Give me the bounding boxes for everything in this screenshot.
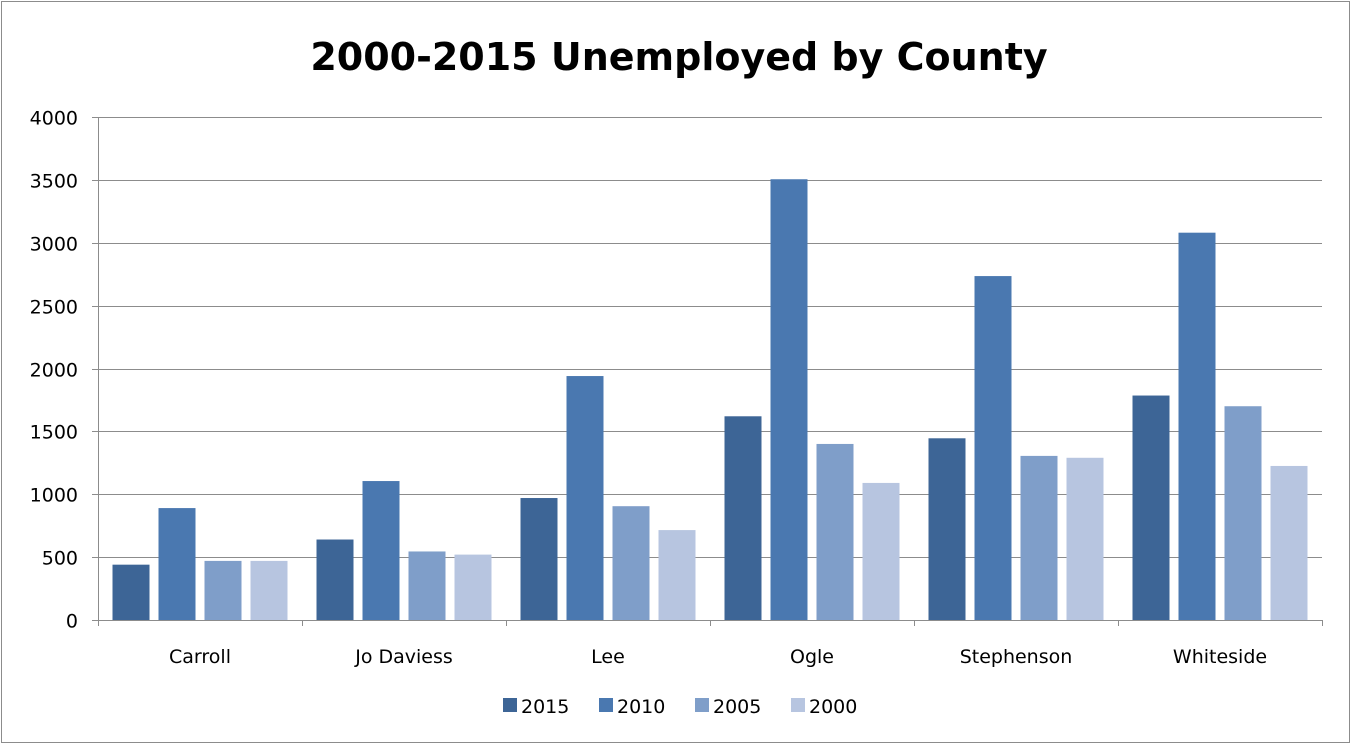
legend-label: 2000: [809, 696, 857, 718]
bar-stephenson-2000: [1066, 457, 1104, 620]
bar-whiteside-2005: [1224, 406, 1262, 620]
bar-carroll-2005: [204, 560, 242, 620]
bar-jo-daviess-2015: [316, 539, 354, 620]
x-tick-label: Whiteside: [1173, 646, 1267, 668]
bar-whiteside-2000: [1270, 465, 1308, 620]
legend: 2015 2010 2005 2000: [503, 696, 857, 718]
y-tick-label: 1500: [30, 422, 78, 444]
y-tick-label: 4000: [30, 108, 78, 130]
bar-stephenson-2005: [1020, 455, 1058, 620]
bar-ogle-2010: [770, 179, 808, 620]
chart-title: 2000-2015 Unemployed by County: [310, 35, 1048, 79]
legend-item-2000: 2000: [791, 696, 857, 718]
bar-jo-daviess-2000: [454, 554, 492, 620]
x-tick-label: Ogle: [790, 646, 834, 668]
legend-item-2015: 2015: [503, 696, 569, 718]
y-tick-label: 500: [42, 548, 78, 570]
x-tick-label: Carroll: [169, 646, 231, 668]
bars: [112, 179, 1308, 620]
y-tick-label: 0: [66, 611, 78, 633]
bar-lee-2005: [612, 506, 650, 620]
legend-item-2005: 2005: [695, 696, 761, 718]
y-axis-ticks: 0 500 1000 1500 2000 2500 3000 3500 4000: [30, 108, 99, 633]
legend-swatch: [599, 698, 613, 712]
bar-whiteside-2015: [1132, 395, 1170, 620]
x-axis: Carroll Jo Daviess Lee Ogle Stephenson Whites…: [98, 620, 1323, 668]
gridlines: [92, 117, 1322, 621]
y-tick-label: 3500: [30, 171, 78, 193]
bar-lee-2015: [520, 498, 558, 620]
legend-label: 2005: [713, 696, 761, 718]
bar-stephenson-2010: [974, 276, 1012, 620]
bar-whiteside-2010: [1178, 232, 1216, 620]
bar-jo-daviess-2005: [408, 551, 446, 620]
bar-ogle-2005: [816, 443, 854, 620]
y-tick-label: 1000: [30, 485, 78, 507]
legend-swatch: [503, 698, 517, 712]
legend-label: 2010: [617, 696, 665, 718]
bar-carroll-2015: [112, 564, 150, 620]
legend-swatch: [791, 698, 805, 712]
bar-carroll-2010: [158, 508, 196, 620]
legend-label: 2015: [521, 696, 569, 718]
y-tick-label: 3000: [30, 234, 78, 256]
bar-ogle-2000: [862, 482, 900, 620]
x-tick-label: Lee: [591, 646, 625, 668]
bar-stephenson-2015: [928, 438, 966, 620]
bar-carroll-2000: [250, 560, 288, 620]
bar-lee-2000: [658, 530, 696, 620]
bar-ogle-2015: [724, 416, 762, 620]
y-tick-label: 2000: [30, 360, 78, 382]
x-tick-label: Jo Daviess: [354, 646, 453, 668]
legend-item-2010: 2010: [599, 696, 665, 718]
bar-jo-daviess-2010: [362, 481, 400, 620]
legend-swatch: [695, 698, 709, 712]
bar-lee-2010: [566, 376, 604, 620]
y-tick-label: 2500: [30, 297, 78, 319]
x-tick-label: Stephenson: [960, 646, 1073, 668]
